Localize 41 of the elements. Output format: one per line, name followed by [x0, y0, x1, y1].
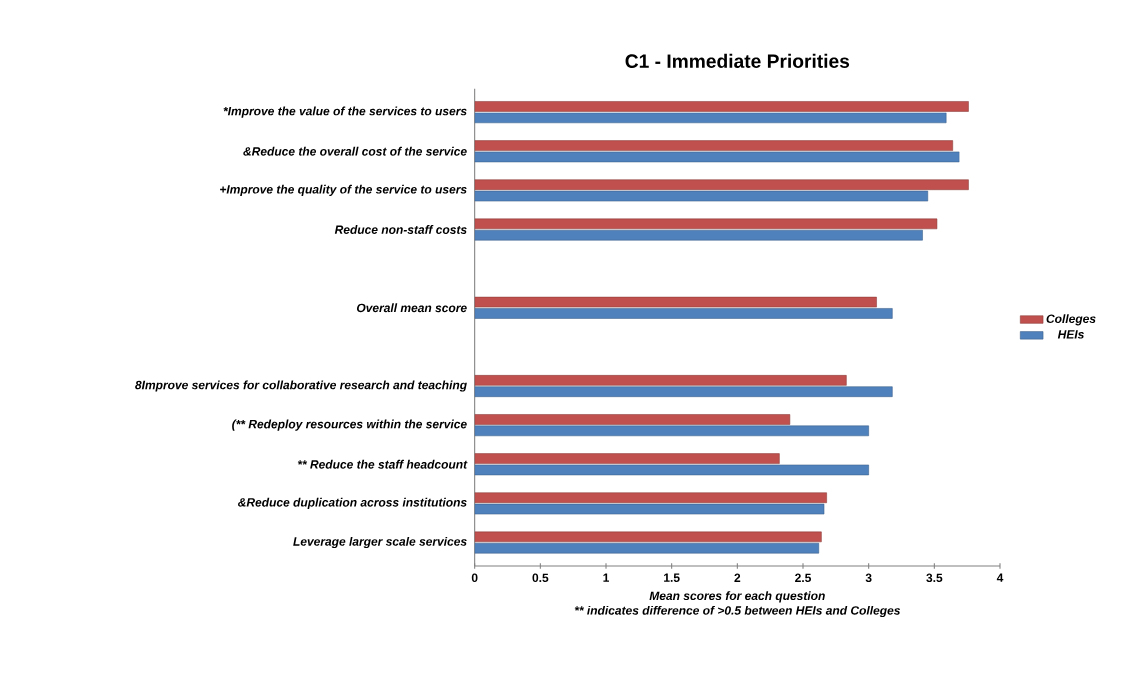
bar — [474, 453, 780, 464]
bar — [474, 375, 847, 386]
y-tick-label: *Improve the value of the services to users — [223, 106, 467, 118]
bar — [474, 503, 825, 515]
y-tick-label: &Reduce the overall cost of the service — [243, 146, 467, 156]
x-tick-label: 4 — [996, 573, 1004, 582]
y-tick-label: &Reduce duplication across institutions — [238, 497, 467, 509]
y-tick-label: +Improve the quality of the service to users — [220, 184, 467, 196]
x-tick-label: 0 — [471, 573, 478, 583]
bar — [474, 179, 969, 190]
y-tick-label: Reduce non-staff costs — [334, 225, 467, 234]
bar — [474, 386, 893, 397]
x-tick-label: 1.5 — [664, 573, 680, 582]
y-tick-label: (** Redeploy resources within the service — [232, 419, 467, 431]
y-tick-label: 8Improve services for collaborative research and teaching — [135, 380, 467, 392]
y-tick-label: Overall mean score — [356, 303, 467, 313]
x-tick-label: 0.5 — [532, 573, 549, 583]
bar — [474, 140, 953, 151]
chart-title: C1 - Immediate Priorities — [625, 53, 850, 68]
x-tick-label: 3 — [865, 573, 872, 583]
bar — [474, 190, 929, 202]
bar — [474, 112, 947, 124]
legend-label: HEIs — [1057, 330, 1084, 339]
x-tick-label: 1 — [603, 573, 609, 582]
x-tick-label: 3.5 — [926, 573, 943, 583]
bar — [474, 542, 820, 554]
bar — [474, 492, 827, 504]
bar — [474, 101, 969, 112]
bar — [474, 425, 869, 437]
x-axis-title: Mean scores for each question — [649, 591, 825, 603]
text: ** indicates difference of >0.5 between HEIs and Colleges — [574, 605, 901, 618]
y-tick-label: ** Reduce the staff headcount — [297, 459, 468, 469]
y-tick-label: Leverage larger scale services — [293, 536, 467, 549]
bar — [474, 464, 869, 476]
bar — [474, 151, 960, 163]
bar — [474, 414, 791, 425]
legend-label: Colleges — [1046, 314, 1096, 326]
x-tick-label: 2.5 — [795, 573, 812, 583]
x-tick-label: 2 — [734, 573, 741, 582]
bar — [474, 229, 923, 241]
bar — [474, 308, 893, 319]
